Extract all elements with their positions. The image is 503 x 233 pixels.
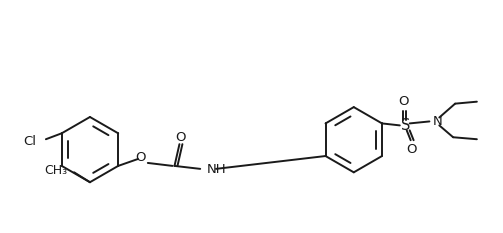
Text: O: O <box>136 151 146 164</box>
Text: Cl: Cl <box>23 135 36 148</box>
Text: CH₃: CH₃ <box>44 164 67 177</box>
Text: S: S <box>401 118 410 133</box>
Text: O: O <box>398 95 409 108</box>
Text: O: O <box>175 131 186 144</box>
Text: O: O <box>406 143 417 156</box>
Text: N: N <box>433 115 442 128</box>
Text: NH: NH <box>207 163 227 176</box>
